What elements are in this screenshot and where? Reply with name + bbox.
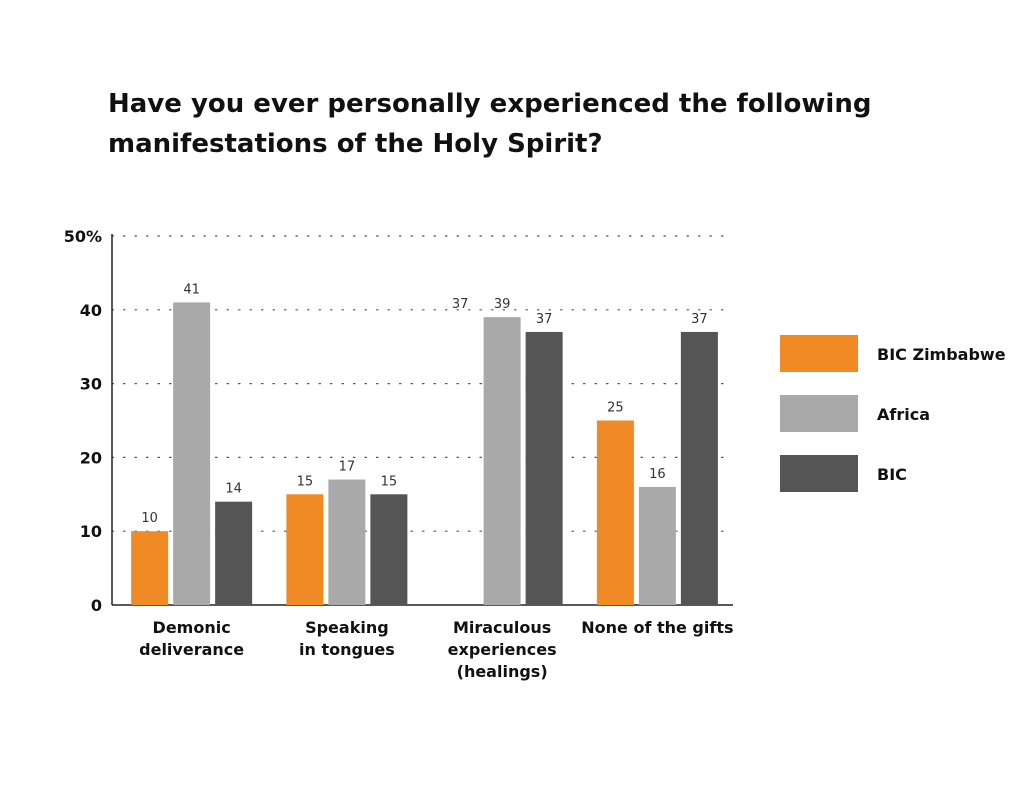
- data-label: 37: [691, 312, 708, 327]
- data-label: 14: [225, 482, 242, 497]
- data-label: 16: [649, 467, 666, 482]
- bar: [215, 501, 253, 605]
- category-label: Miraculous: [453, 618, 551, 637]
- y-tick-label: 20: [80, 448, 102, 467]
- category-label: Speaking: [305, 618, 389, 637]
- bar: [525, 331, 563, 605]
- y-tick-label: 30: [80, 375, 102, 394]
- category-label: experiences: [448, 640, 557, 659]
- bar: [173, 302, 211, 605]
- category-label: None of the gifts: [581, 618, 733, 637]
- bar: [131, 531, 169, 605]
- legend-label: BIC: [877, 465, 907, 484]
- y-tick-label: 40: [80, 301, 102, 320]
- data-label: 17: [339, 460, 356, 475]
- data-label: 37: [452, 297, 469, 312]
- bar: [596, 420, 634, 605]
- y-tick-label: 50%: [64, 227, 102, 246]
- legend-swatch: [780, 395, 858, 432]
- bar: [370, 494, 408, 605]
- data-label: 10: [141, 511, 158, 526]
- legend-label: Africa: [877, 405, 930, 424]
- data-label: 37: [536, 312, 553, 327]
- y-tick-label: 0: [91, 596, 102, 615]
- bar: [680, 331, 718, 605]
- bar: [286, 494, 324, 605]
- chart-title-line-1: Have you ever personally experienced the…: [108, 89, 872, 119]
- bar: [483, 317, 521, 605]
- category-label: in tongues: [299, 640, 395, 659]
- category-label: Demonic: [153, 618, 231, 637]
- data-label: 15: [381, 474, 398, 489]
- data-label: 39: [494, 297, 511, 312]
- category-label: deliverance: [139, 640, 244, 659]
- legend-label: BIC Zimbabwe: [877, 345, 1006, 364]
- chart-title: Have you ever personally experienced the…: [108, 84, 908, 164]
- y-tick-label: 10: [80, 522, 102, 541]
- data-label: 41: [183, 282, 200, 297]
- legend-swatch: [780, 455, 858, 492]
- chart-title-line-2: manifestations of the Holy Spirit?: [108, 129, 603, 159]
- category-label: (healings): [457, 662, 548, 681]
- legend-swatch: [780, 335, 858, 372]
- bar: [328, 479, 366, 605]
- bar: [638, 486, 676, 605]
- data-label: 15: [297, 474, 314, 489]
- data-label: 25: [607, 401, 624, 416]
